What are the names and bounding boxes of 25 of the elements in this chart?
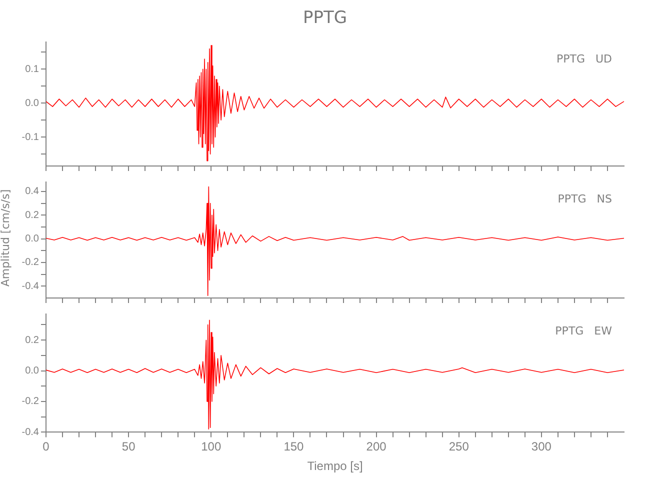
- y-tick-label: -0.1: [22, 132, 40, 143]
- text: PPTG UD: [556, 52, 612, 66]
- x-axis-title: Tiempo [s]: [307, 459, 363, 474]
- y-tick-label: 0.2: [25, 334, 40, 346]
- y-tick-label: 0.0: [25, 366, 40, 377]
- y-tick-label: 0.4: [25, 186, 40, 198]
- y-tick-label: 0.1: [25, 64, 40, 75]
- y-tick-label: 0.0: [25, 98, 40, 109]
- x-tick-label: 200: [366, 440, 387, 454]
- x-tick-label: 50: [122, 440, 136, 454]
- y-tick-label: 0.0: [25, 234, 40, 245]
- chart-title: PPTG: [302, 7, 348, 30]
- x-tick-label: 300: [531, 440, 552, 454]
- y-tick-label: -0.4: [22, 426, 40, 438]
- x-tick-label: 150: [284, 440, 304, 454]
- x-tick-label: 250: [448, 440, 470, 454]
- x-tick-label: 0: [42, 440, 50, 454]
- y-tick-label: 0.2: [25, 210, 40, 221]
- y-tick-label: -0.2: [22, 257, 40, 268]
- y-tick-label: -0.2: [22, 396, 40, 408]
- text: PPTG NS: [558, 192, 612, 206]
- y-axis-title: Amplitud [cm/s/s]: [0, 188, 12, 289]
- y-tick-label: -0.4: [22, 280, 40, 292]
- x-tick-label: 100: [201, 440, 222, 454]
- text: PPTG EW: [555, 324, 612, 338]
